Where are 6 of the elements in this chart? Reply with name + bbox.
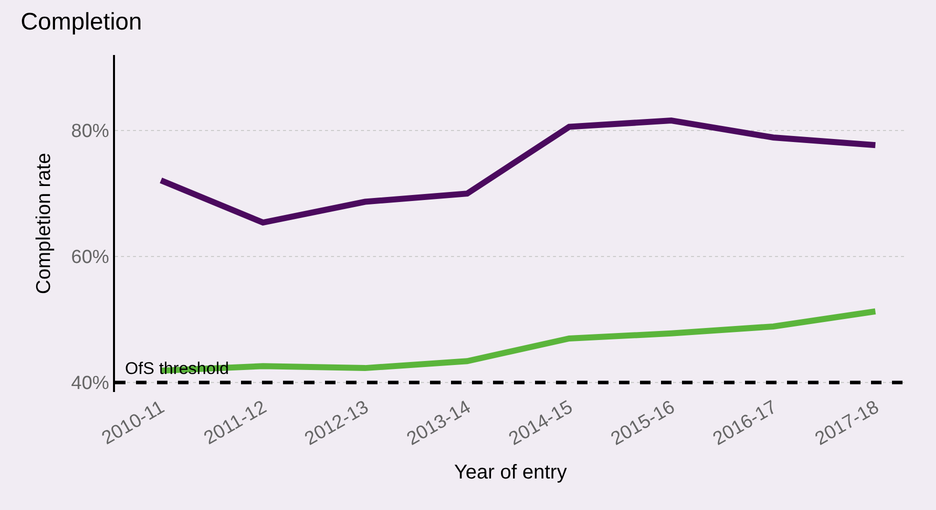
x-axis-title: Year of entry [454,461,567,484]
y-axis-title: Completion rate [33,152,56,294]
y-tick-label: 60% [71,247,110,268]
y-tick-label: 80% [71,121,110,142]
chart-title: Completion [20,8,142,36]
y-tick-label: 40% [71,373,110,394]
